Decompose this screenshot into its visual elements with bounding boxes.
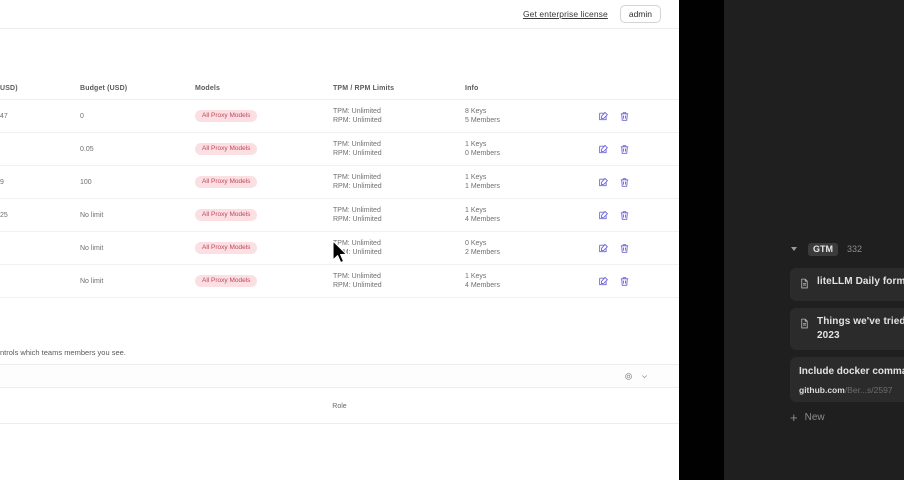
sidebar-note-item-1[interactable]: liteLLM Daily forma: [790, 268, 904, 301]
cell-models: All Proxy Models: [195, 274, 333, 288]
table-header-row: USD) Budget (USD) Models TPM / RPM Limit…: [0, 78, 679, 100]
delete-icon[interactable]: [619, 177, 630, 188]
cell-spend: 25: [0, 211, 8, 219]
table-row[interactable]: 47 0 All Proxy Models TPM: Unlimited RPM: Un…: [0, 100, 679, 133]
column-header-tpm-rpm: TPM / RPM Limits: [333, 85, 395, 92]
cell-actions: [563, 243, 673, 254]
models-badge: All Proxy Models: [195, 175, 258, 189]
sidebar-note-title: liteLLM Daily forma: [817, 276, 904, 287]
delete-icon[interactable]: [619, 144, 630, 155]
edit-icon[interactable]: [598, 210, 609, 221]
chevron-down-icon[interactable]: [640, 372, 649, 381]
notes-sidebar: GTM 332 liteLLM Daily forma Th: [724, 0, 904, 480]
plus-icon: +: [790, 409, 798, 425]
backdrop-black-strip: [678, 0, 724, 480]
column-header-info: Info: [465, 85, 479, 92]
cell-actions: [563, 177, 673, 188]
cell-budget: 100: [80, 178, 92, 186]
get-enterprise-license-link[interactable]: Get enterprise license: [522, 9, 608, 19]
column-header-models: Models: [195, 85, 221, 92]
delete-icon[interactable]: [619, 276, 630, 287]
cell-info: 1 Keys 0 Members: [465, 141, 501, 157]
group-badge-gtm: GTM: [808, 243, 838, 256]
delete-icon[interactable]: [619, 243, 630, 254]
table-row[interactable]: 0.05 All Proxy Models TPM: Unlimited RPM: U…: [0, 133, 679, 166]
table-body: 47 0 All Proxy Models TPM: Unlimited RPM: Un…: [0, 100, 679, 298]
cell-tpm-rpm: TPM: Unlimited RPM: Unlimited: [333, 240, 382, 256]
models-badge: All Proxy Models: [195, 241, 258, 255]
cell-tpm-rpm: TPM: Unlimited RPM: Unlimited: [333, 141, 382, 157]
document-icon: [799, 276, 810, 294]
sidebar-link-title: Include docker comma notes: [799, 366, 904, 377]
main-app-pane: Get enterprise license admin USD) Budget…: [0, 0, 679, 480]
delete-icon[interactable]: [619, 111, 630, 122]
sidebar-note-title: Things we've tried money - Jan 2023: [817, 316, 904, 341]
column-header-spend: USD): [0, 85, 18, 92]
cell-actions: [563, 276, 673, 287]
group-count: 332: [847, 244, 863, 254]
cell-tpm-rpm: TPM: Unlimited RPM: Unlimited: [333, 273, 382, 289]
models-badge: All Proxy Models: [195, 109, 258, 123]
cell-tpm-rpm: TPM: Unlimited RPM: Unlimited: [333, 108, 382, 124]
cell-spend: 47: [0, 112, 8, 120]
edit-icon[interactable]: [598, 276, 609, 287]
sidebar-link-card[interactable]: Include docker comma notes github.com/Be…: [790, 357, 904, 402]
cell-models: All Proxy Models: [195, 208, 333, 222]
cell-tpm-rpm: TPM: Unlimited RPM: Unlimited: [333, 174, 382, 190]
sidebar-group-gtm[interactable]: GTM 332: [724, 240, 904, 260]
edit-icon[interactable]: [598, 144, 609, 155]
cell-budget: 0.05: [80, 145, 94, 153]
role-column-header: Role: [0, 390, 679, 424]
cell-info: 1 Keys 1 Members: [465, 174, 501, 190]
table-row[interactable]: 25 No limit All Proxy Models TPM: Unlimited…: [0, 199, 679, 232]
sidebar-note-item-2[interactable]: Things we've tried money - Jan 2023: [790, 308, 904, 350]
edit-icon[interactable]: [598, 243, 609, 254]
table-row[interactable]: No limit All Proxy Models TPM: Unlimited RP…: [0, 265, 679, 298]
link-host: github.com: [799, 385, 845, 395]
new-note-button[interactable]: + New: [790, 411, 904, 424]
caret-down-icon[interactable]: [791, 247, 797, 251]
cell-budget: No limit: [80, 277, 104, 285]
new-note-label: New: [804, 411, 825, 423]
column-header-budget: Budget (USD): [80, 85, 128, 92]
table-row[interactable]: No limit All Proxy Models TPM: Unlimited RP…: [0, 232, 679, 265]
table-settings-row: [0, 364, 679, 388]
top-bar: Get enterprise license admin: [0, 0, 679, 28]
cell-models: All Proxy Models: [195, 175, 333, 189]
cell-models: All Proxy Models: [195, 109, 333, 123]
cell-budget: No limit: [80, 211, 104, 219]
gear-icon[interactable]: [624, 372, 633, 381]
cell-info: 1 Keys 4 Members: [465, 273, 501, 289]
cell-models: All Proxy Models: [195, 142, 333, 156]
cell-info: 1 Keys 4 Members: [465, 207, 501, 223]
sidebar-link-url[interactable]: github.com/Ber...s/2597: [799, 386, 904, 395]
edit-icon[interactable]: [598, 111, 609, 122]
table-row[interactable]: 9 100 All Proxy Models TPM: Unlimited RPM: U…: [0, 166, 679, 199]
teams-table: USD) Budget (USD) Models TPM / RPM Limit…: [0, 78, 679, 298]
edit-icon[interactable]: [598, 177, 609, 188]
cell-spend: 9: [0, 178, 4, 186]
link-path: /Ber...s/2597: [844, 385, 893, 395]
topbar-divider: [0, 28, 679, 29]
cell-budget: No limit: [80, 244, 104, 252]
delete-icon[interactable]: [619, 210, 630, 221]
cell-info: 8 Keys 5 Members: [465, 108, 501, 124]
document-icon: [799, 316, 810, 334]
role-label: Role: [332, 403, 347, 410]
admin-button[interactable]: admin: [619, 4, 661, 24]
cell-budget: 0: [80, 112, 84, 120]
cell-actions: [563, 111, 673, 122]
models-badge: All Proxy Models: [195, 142, 258, 156]
cell-tpm-rpm: TPM: Unlimited RPM: Unlimited: [333, 207, 382, 223]
cell-actions: [563, 144, 673, 155]
cell-info: 0 Keys 2 Members: [465, 240, 501, 256]
cell-actions: [563, 210, 673, 221]
models-badge: All Proxy Models: [195, 208, 258, 222]
models-badge: All Proxy Models: [195, 274, 258, 288]
cell-models: All Proxy Models: [195, 241, 333, 255]
members-helper-text: ntrols which teams members you see.: [0, 348, 126, 357]
